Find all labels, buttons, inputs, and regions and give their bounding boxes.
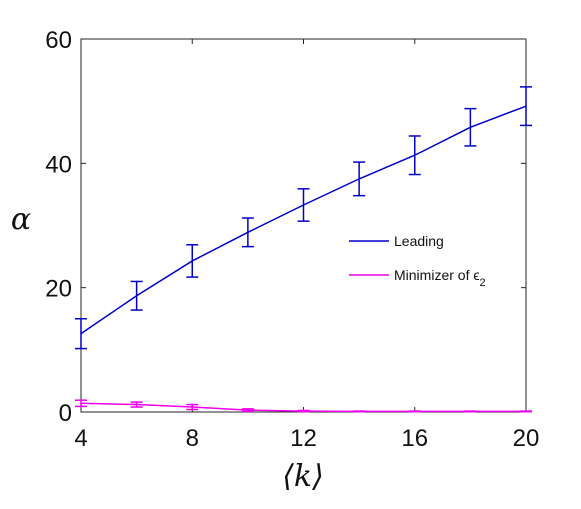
series-minimizer <box>75 399 532 413</box>
error-bar-leading <box>241 217 254 248</box>
y-tick-label: 0 <box>59 400 72 427</box>
y-tick-label: 20 <box>45 276 72 303</box>
error-bar-leading <box>353 161 366 197</box>
legend-label-minimizer-subscript: 2 <box>480 277 486 289</box>
error-bar-leading <box>75 318 87 350</box>
legend-label-minimizer: Minimizer of ϵ2 <box>394 267 486 289</box>
legend-label-minimizer-main: Minimizer of ϵ <box>394 267 480 283</box>
error-bar-minimizer <box>297 409 310 413</box>
error-bar-leading <box>186 244 199 278</box>
y-tick-label: 60 <box>45 27 72 54</box>
error-bar-leading <box>520 86 532 127</box>
y-tick-label: 40 <box>45 151 72 178</box>
series-group <box>75 86 532 413</box>
error-bar-leading <box>130 280 143 311</box>
error-bar-leading <box>297 188 310 222</box>
error-bar-minimizer <box>130 401 143 408</box>
series-leading <box>75 86 532 350</box>
error-bar-minimizer <box>408 410 421 413</box>
plot-area <box>80 38 527 413</box>
error-bar-leading <box>408 135 421 176</box>
error-bar-minimizer <box>353 410 366 413</box>
y-axis-label: α <box>11 202 31 237</box>
error-bar-minimizer <box>464 410 477 413</box>
error-bar-minimizer <box>241 408 254 413</box>
error-bar-minimizer <box>75 399 87 408</box>
x-tick-label: 20 <box>513 425 540 452</box>
error-bar-minimizer <box>520 410 532 413</box>
error-bar-minimizer <box>186 403 199 411</box>
x-tick-label: 16 <box>401 425 428 452</box>
error-bar-leading <box>464 107 477 147</box>
x-axis-label: ⟨k⟩ <box>282 459 324 494</box>
legend: Leading Minimizer of ϵ2 <box>349 233 486 289</box>
tick-labels: 4 8 12 16 20 0 20 40 60 <box>45 27 539 452</box>
legend-label-leading: Leading <box>394 233 444 249</box>
x-tick-label: 12 <box>290 425 317 452</box>
x-tick-label: 4 <box>74 425 87 452</box>
x-tick-label: 8 <box>186 425 199 452</box>
